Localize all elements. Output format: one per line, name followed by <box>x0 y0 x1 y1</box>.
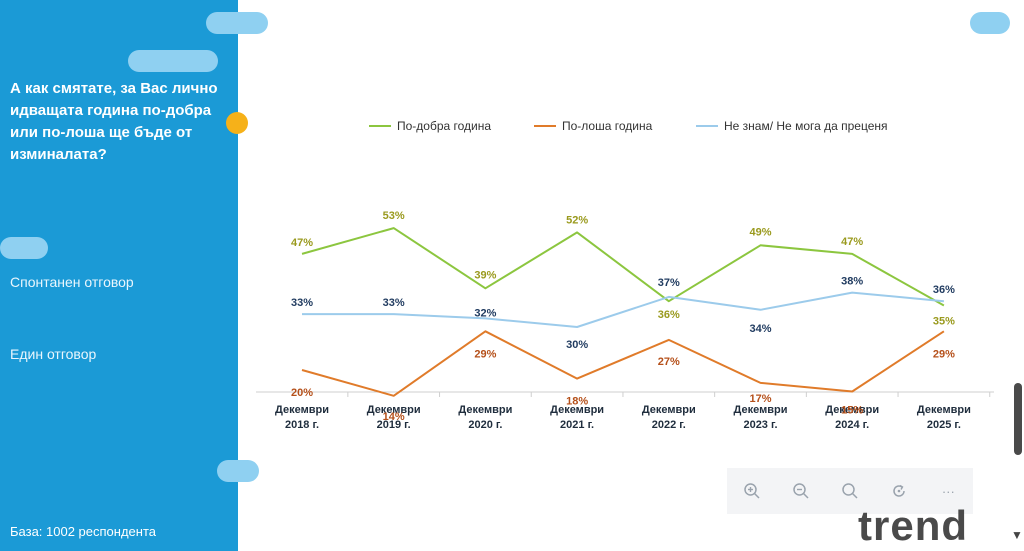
chart-toolbar: ··· <box>727 468 973 514</box>
x-tick-label: 2018 г. <box>285 419 319 431</box>
x-tick-label: 2022 г. <box>652 419 686 431</box>
decor-dot <box>226 112 248 134</box>
data-label-worse: 29% <box>474 348 496 360</box>
series-line-dontknow <box>302 291 944 328</box>
data-label-dontknow: 32% <box>474 307 496 319</box>
data-label-worse: 17% <box>749 393 771 405</box>
data-label-dontknow: 38% <box>841 276 863 288</box>
x-tick-label: Декември <box>550 404 604 416</box>
data-label-better: 53% <box>383 210 405 222</box>
more-icon[interactable]: ··· <box>941 483 955 499</box>
x-tick-label: 2021 г. <box>560 419 594 431</box>
data-label-dontknow: 33% <box>383 297 405 309</box>
data-label-better: 47% <box>841 236 863 248</box>
question-text: А как смятате, за Вас лично идващата год… <box>10 80 218 163</box>
data-label-worse: 14% <box>383 411 405 423</box>
zoom-out-icon[interactable] <box>786 476 816 506</box>
data-label-better: 35% <box>933 316 955 328</box>
sidebar-panel: А как смятате, за Вас лично идващата год… <box>0 0 238 551</box>
x-tick-label: Декември <box>825 404 879 416</box>
x-tick-label: Декември <box>642 404 696 416</box>
x-tick-label: 2019 г. <box>377 419 411 431</box>
option-single: Един отговор <box>10 346 97 362</box>
data-label-better: 36% <box>658 309 680 321</box>
data-label-dontknow: 36% <box>933 284 955 296</box>
x-tick-label: 2023 г. <box>743 419 777 431</box>
data-label-better: 47% <box>291 237 313 249</box>
chart-legend: По-добра година По-лоша година Не знам/ Не… <box>369 119 888 133</box>
data-label-worse: 20% <box>291 387 313 399</box>
zoom-in-icon[interactable] <box>737 476 767 506</box>
data-label-better: 39% <box>474 269 496 281</box>
series-line-worse <box>301 330 945 397</box>
data-label-dontknow: 34% <box>749 323 771 335</box>
data-label-dontknow: 30% <box>566 339 588 351</box>
series-lines <box>301 227 945 397</box>
series-line-better <box>301 227 945 307</box>
x-tick-label: 2020 г. <box>468 419 502 431</box>
x-tick-label: Декември <box>367 404 421 416</box>
trend-logo: trend <box>858 502 968 549</box>
x-tick-label: Декември <box>275 404 329 416</box>
scrollbar-thumb[interactable] <box>1014 383 1022 455</box>
legend-label-better: По-добра година <box>397 119 491 133</box>
data-label-better: 49% <box>749 226 771 238</box>
decor-pill <box>217 460 259 482</box>
option-spontaneous: Спонтанен отговор <box>10 274 134 290</box>
decor-pill <box>206 12 268 34</box>
line-chart: По-добра година По-лоша година Не знам/ Не… <box>256 119 994 431</box>
decor-pill <box>970 12 1010 34</box>
scroll-down-icon[interactable]: ▼ <box>1011 528 1023 542</box>
data-labels: 47% 53% 39% 52% 36% 49% 47% 35% 20% 14% 29% 18% 27% 1… <box>291 210 955 423</box>
data-label-worse: 15% <box>841 405 863 417</box>
data-label-better: 52% <box>566 214 588 226</box>
data-label-worse: 18% <box>566 396 588 408</box>
x-tick-label: 2025 г. <box>927 419 961 431</box>
base-note: База: 1002 респондента <box>10 524 157 539</box>
x-tick-label: Декември <box>458 404 512 416</box>
rotate-icon[interactable] <box>884 476 914 506</box>
data-label-dontknow: 33% <box>291 297 313 309</box>
x-tick-label: 2024 г. <box>835 419 869 431</box>
data-label-worse: 27% <box>658 356 680 368</box>
x-tick-label: Декември <box>917 404 971 416</box>
x-tick-label: Декември <box>734 404 788 416</box>
decor-pill <box>0 237 48 259</box>
legend-label-worse: По-лоша година <box>562 119 653 133</box>
data-label-dontknow: 37% <box>658 277 680 289</box>
search-icon[interactable] <box>835 476 865 506</box>
legend-label-dontknow: Не знам/ Не мога да преценя <box>724 119 888 133</box>
x-axis-ticks: Декември 2018 г. Декември 2019 г. Декември 20… <box>275 392 991 431</box>
data-label-worse: 29% <box>933 348 955 360</box>
decor-pill <box>128 50 218 72</box>
